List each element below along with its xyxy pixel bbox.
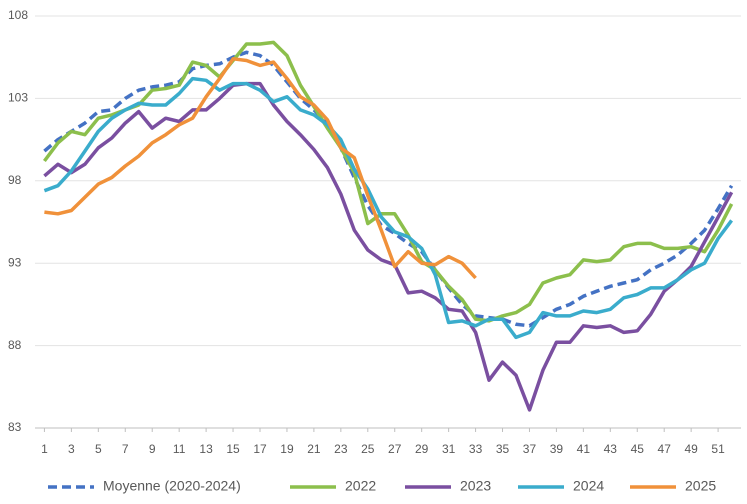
x-tick-label: 11 [173,442,186,456]
x-tick-label: 1 [41,442,48,456]
series-line [43,81,734,412]
x-tick-label: 45 [631,442,645,456]
legend-label: 2022 [345,478,376,494]
x-tick-label: 27 [388,442,402,456]
y-tick-label: 98 [8,173,22,187]
x-tick-label: 43 [604,442,618,456]
legend-label: 2024 [573,478,604,494]
y-tick-label: 108 [8,8,28,22]
x-tick-label: 17 [253,442,267,456]
x-tick-label: 25 [361,442,375,456]
x-tick-label: 3 [68,442,75,456]
x-tick-label: 37 [523,442,537,456]
x-tick-label: 39 [550,442,564,456]
x-tick-label: 21 [307,442,321,456]
y-tick-label: 88 [8,338,22,352]
series-line [43,76,734,340]
x-tick-label: 47 [658,442,672,456]
legend-label: Moyenne (2020-2024) [103,478,241,494]
x-tick-label: 35 [496,442,510,456]
x-tick-label: 15 [226,442,240,456]
y-tick-label: 103 [8,91,28,105]
series-line [42,40,734,323]
legend-label: 2025 [685,478,716,494]
x-tick-label: 13 [199,442,213,456]
series-line [44,57,477,280]
y-tick-label: 93 [8,255,22,269]
series-line [43,50,734,328]
x-tick-label: 7 [122,442,129,456]
x-tick-label: 23 [334,442,348,456]
x-tick-label: 33 [469,442,483,456]
x-tick-label: 31 [442,442,456,456]
x-tick-label: 41 [577,442,591,456]
x-tick-label: 9 [149,442,156,456]
x-tick-label: 49 [684,442,698,456]
legend-label: 2023 [460,478,491,494]
x-tick-label: 29 [415,442,429,456]
y-tick-label: 83 [8,420,22,434]
x-tick-label: 19 [280,442,294,456]
x-tick-label: 5 [95,442,102,456]
x-tick-label: 51 [711,442,725,456]
